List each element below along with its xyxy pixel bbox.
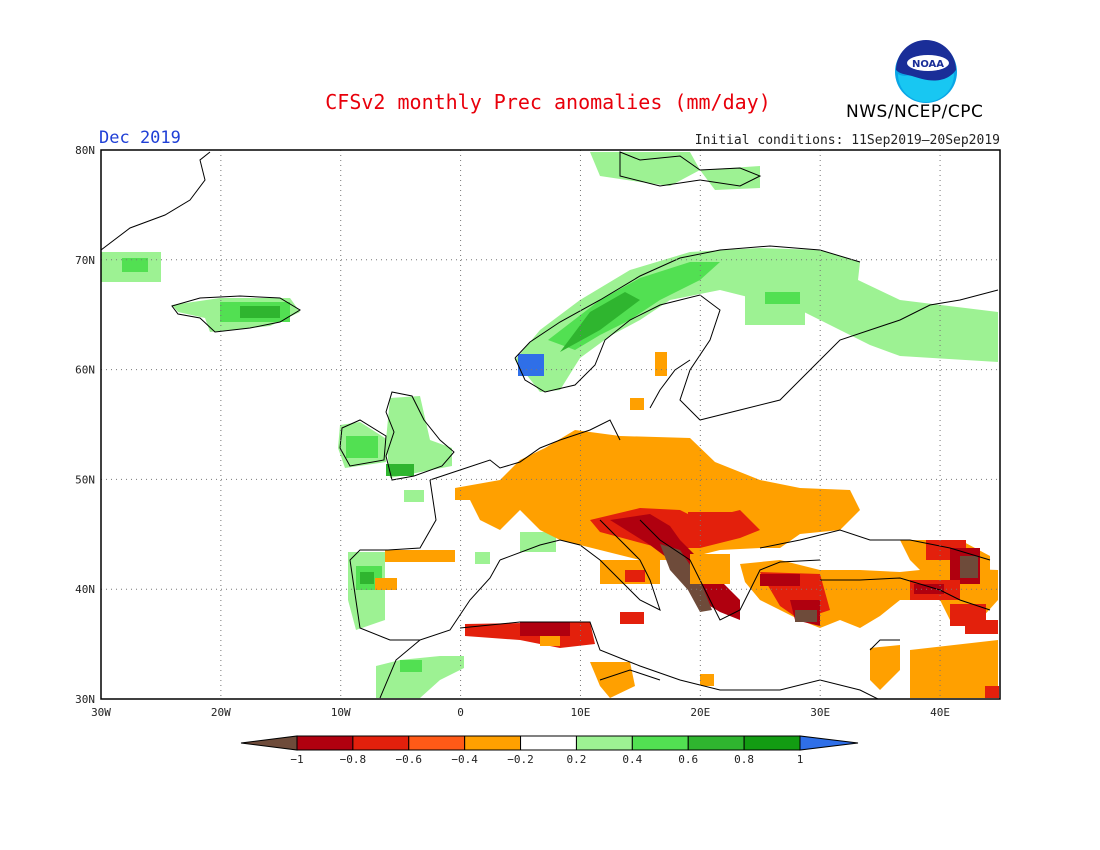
lon-tick-label: 30E bbox=[810, 706, 830, 719]
lat-tick-label: 30N bbox=[75, 693, 95, 706]
legend-arrow-high bbox=[799, 735, 859, 751]
lat-tick-label: 70N bbox=[75, 254, 95, 267]
agency-label: NWS/NCEP/CPC bbox=[846, 102, 984, 122]
anomaly-field-greenland bbox=[101, 252, 161, 282]
legend-label: −0.4 bbox=[451, 753, 478, 766]
legend-swatch bbox=[631, 735, 689, 751]
legend-swatch bbox=[575, 735, 633, 751]
lat-tick-label: 60N bbox=[75, 364, 95, 377]
anomaly-field-morocco bbox=[376, 656, 464, 698]
anomaly-field-north-africa bbox=[465, 620, 999, 698]
noaa-logo-icon: NOAA bbox=[895, 40, 957, 103]
coastlines bbox=[101, 151, 999, 699]
legend-swatch bbox=[296, 735, 354, 751]
legend-swatch bbox=[352, 735, 410, 751]
legend-arrow-low bbox=[240, 735, 298, 751]
lat-tick-labels: 80N 70N 60N 50N 40N 30N bbox=[75, 144, 95, 706]
legend-label: −0.6 bbox=[396, 753, 423, 766]
legend-label: −1 bbox=[290, 753, 303, 766]
forecast-month: Dec 2019 bbox=[99, 128, 181, 148]
legend-swatch bbox=[464, 735, 522, 751]
map-frame bbox=[100, 149, 1001, 700]
legend-label: 0.4 bbox=[622, 753, 642, 766]
anomaly-field-iceland bbox=[172, 298, 300, 332]
anomaly-field-balkans bbox=[590, 508, 760, 624]
lon-tick-label: 20W bbox=[211, 706, 231, 719]
lon-tick-label: 10W bbox=[331, 706, 351, 719]
initial-conditions: Initial conditions: 11Sep2019–20Sep2019 bbox=[694, 133, 1000, 148]
lon-tick-label: 30W bbox=[91, 706, 111, 719]
color-legend bbox=[240, 735, 859, 751]
legend-swatch bbox=[408, 735, 466, 751]
map-title: CFSv2 monthly Prec anomalies (mm/day) bbox=[325, 90, 771, 114]
anomaly-field-turkey bbox=[740, 540, 998, 628]
anomaly-field-svalbard bbox=[590, 152, 760, 190]
legend-label: 0.2 bbox=[567, 753, 587, 766]
lat-tick-label: 50N bbox=[75, 473, 95, 486]
legend-label: 1 bbox=[797, 753, 804, 766]
lat-tick-label: 40N bbox=[75, 583, 95, 596]
legend-label: −0.2 bbox=[507, 753, 534, 766]
legend-swatch bbox=[743, 735, 801, 751]
legend-swatch bbox=[520, 735, 577, 751]
anomaly-field-scandinavia bbox=[515, 248, 998, 392]
anomaly-field-central-europe bbox=[375, 352, 860, 590]
legend-label: −0.8 bbox=[340, 753, 367, 766]
lon-tick-label: 10E bbox=[571, 706, 591, 719]
lon-tick-label: 0 bbox=[457, 706, 464, 719]
anomaly-field-british-isles bbox=[338, 396, 452, 502]
legend-label: 0.8 bbox=[734, 753, 754, 766]
legend-labels: −1 −0.8 −0.6 −0.4 −0.2 0.2 0.4 0.6 0.8 1 bbox=[290, 753, 803, 766]
legend-swatch bbox=[687, 735, 745, 751]
lon-tick-labels: 30W 20W 10W 0 10E 20E 30E 40E bbox=[91, 706, 950, 719]
lon-tick-label: 40E bbox=[930, 706, 950, 719]
lat-tick-label: 80N bbox=[75, 144, 95, 157]
svg-text:NOAA: NOAA bbox=[912, 59, 944, 70]
legend-label: 0.6 bbox=[678, 753, 698, 766]
lon-tick-label: 20E bbox=[690, 706, 710, 719]
